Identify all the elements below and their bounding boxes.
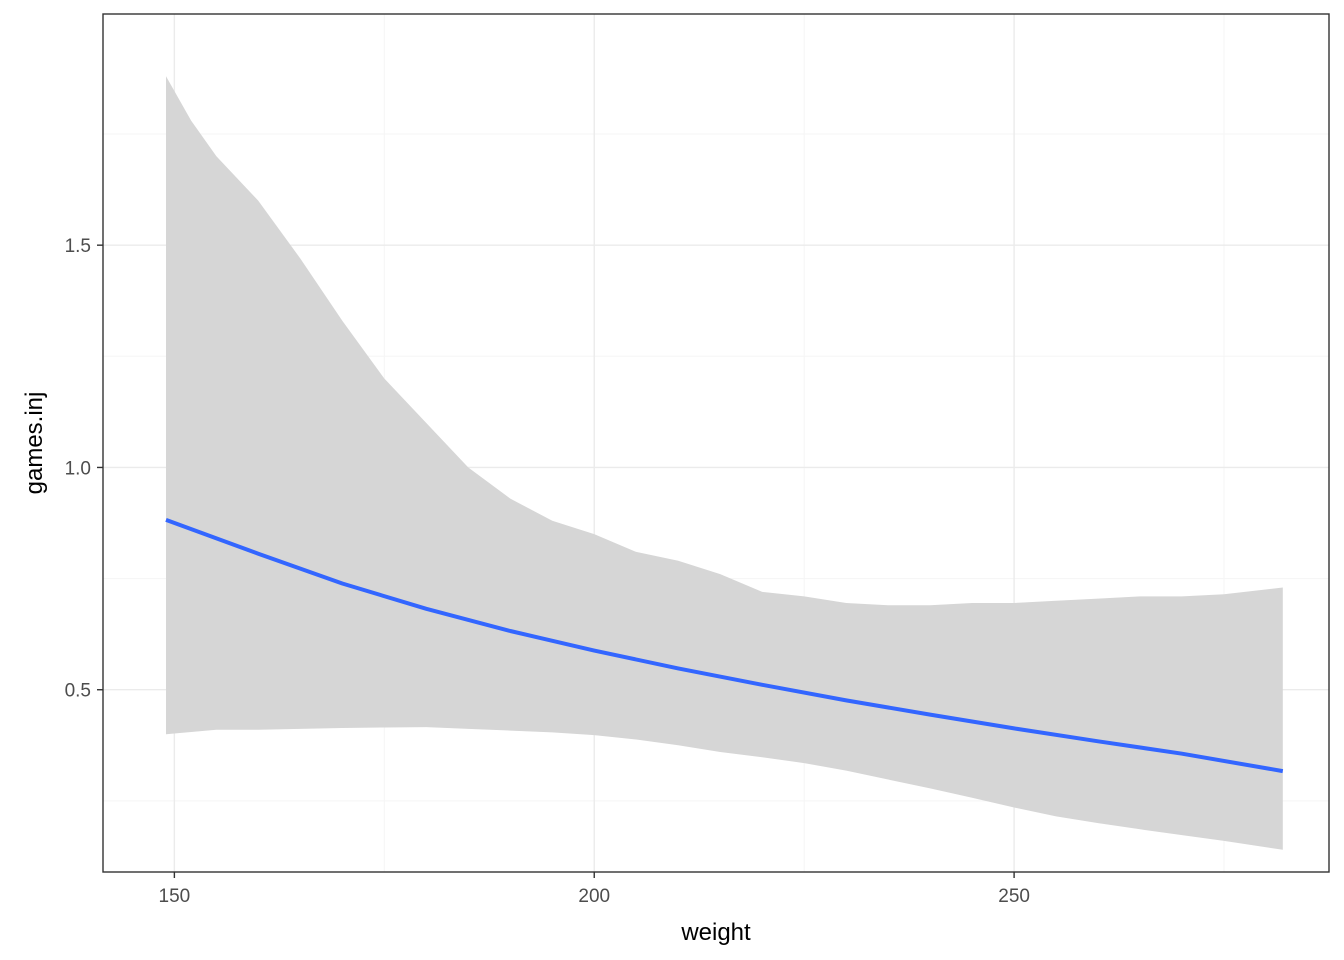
x-tick-label: 200: [578, 886, 610, 907]
fit-line: [165, 518, 1284, 774]
y-tick-label: 1.5: [65, 236, 91, 257]
x-tick-label: 150: [159, 886, 191, 907]
y-axis-title: games.inj: [21, 392, 48, 495]
panel-border: [102, 13, 1330, 873]
y-axis: 0.5 1.0 1.5: [65, 236, 103, 702]
y-tick-label: 1.0: [65, 458, 91, 479]
x-axis-title: weight: [680, 919, 751, 946]
x-tick-label: 250: [998, 886, 1030, 907]
x-axis: 150 200 250: [159, 872, 1030, 907]
confidence-ribbon: [166, 76, 1283, 850]
y-tick-label: 0.5: [65, 681, 91, 702]
